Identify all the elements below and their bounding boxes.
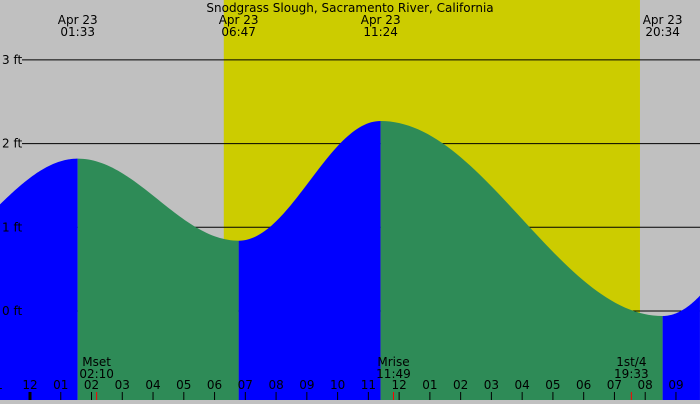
tide-fills [0,121,700,400]
x-tick-label: 10 [330,378,345,392]
x-tick-label: 08 [638,378,653,392]
x-tick-label: 04 [145,378,160,392]
moon-event-label: 1st/4 [616,355,646,369]
tide-event-date: Apr 23 [643,13,683,27]
x-tick-label: 05 [176,378,191,392]
x-tick-label: 09 [299,378,314,392]
x-tick-label: 04 [515,378,530,392]
x-axis: 1 12 01 02 03 04 05 06 07 08 09 10 11 12 01 02 03 04 05 06 0… [0,378,684,400]
x-tick-label: 08 [268,378,283,392]
y-tick-label: 3 ft [2,53,22,67]
tide-event-date: Apr 23 [361,13,401,27]
rising-tide-fill [662,295,700,400]
x-tick-label: 06 [207,378,222,392]
x-tick-label: 02 [453,378,468,392]
tide-event-date: Apr 23 [58,13,98,27]
moon-event-time: 19:33 [614,367,649,381]
x-tick-label: 02 [84,378,99,392]
x-tick-label: 12 [22,378,37,392]
x-tick-label: 09 [668,378,683,392]
y-axis-labels: 0 ft 1 ft 2 ft 3 ft [2,53,22,318]
rising-tide-fill [0,158,78,400]
x-tick-label: 03 [484,378,499,392]
x-tick-label: 12 [391,378,406,392]
moon-event-time: 02:10 [79,367,114,381]
tide-event-time: 01:33 [60,25,95,39]
tide-event-time: 06:47 [221,25,256,39]
y-tick-label: 0 ft [2,304,22,318]
falling-tide-fill [77,158,239,400]
x-tick-label: 1 [0,378,3,392]
x-tick-label: 03 [115,378,130,392]
x-tick-label: 07 [238,378,253,392]
y-tick-label: 2 ft [2,137,22,151]
x-tick-label: 06 [576,378,591,392]
x-tick-label: 01 [422,378,437,392]
y-tick-label: 1 ft [2,220,22,234]
moon-event-time: 11:49 [376,367,411,381]
x-tick-label: 07 [607,378,622,392]
moon-event-label: Mrise [377,355,409,369]
rising-tide-fill [238,121,381,400]
chart-title: Snodgrass Slough, Sacramento River, Cali… [206,1,493,15]
x-tick-label: 01 [53,378,68,392]
x-tick-label: 05 [545,378,560,392]
moon-event-label: Mset [82,355,111,369]
tide-event-time: 20:34 [645,25,680,39]
tide-event-date: Apr 23 [219,13,259,27]
falling-tide-fill [380,121,663,400]
tide-event-time: 11:24 [363,25,398,39]
x-tick-label: 11 [361,378,376,392]
